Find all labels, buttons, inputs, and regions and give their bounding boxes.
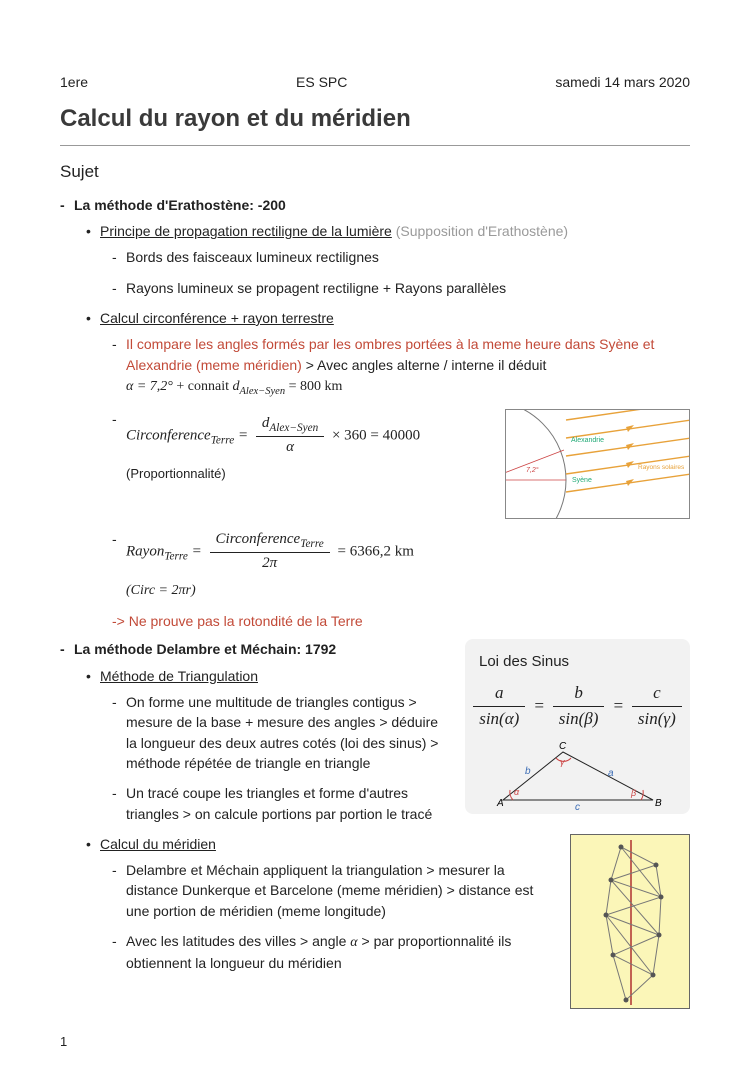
svg-text:7,2°: 7,2°: [526, 466, 539, 474]
circ-sub: Terre: [211, 434, 235, 446]
meridien-b-pre: Avec les latitudes des villes > angle: [126, 933, 350, 949]
circ-result: × 360 = 40000: [328, 427, 420, 443]
triangulation-method: Méthode de Triangulation On forme une mu…: [86, 666, 690, 824]
meridien-b: Avec les latitudes des villes > angle α …: [112, 931, 552, 974]
principle-item-a: Bords des faisceaux lumineux rectilignes: [112, 247, 690, 267]
triangulation-label: Méthode de Triangulation: [100, 668, 258, 684]
triangulation-b: Un tracé coupe les triangles et forme d'…: [112, 783, 492, 824]
rf-num: Circonference: [216, 531, 301, 547]
compare-angles: Il compare les angles formés par les omb…: [112, 334, 690, 399]
title-rule: [60, 145, 690, 146]
d-symbol: d: [233, 379, 240, 394]
rayon-fraction: CirconferenceTerre 2π: [210, 529, 330, 575]
meridien-label: Calcul du méridien: [100, 836, 216, 852]
rayon-lhs: Rayon: [126, 543, 164, 559]
circumference-equation: CirconferenceTerre = dAlex−Syen α × 360 …: [126, 413, 495, 459]
method1-conclusion: -> Ne prouve pas la rotondité de la Terr…: [100, 611, 690, 631]
alpha-eq: α = 7,2° + connait dAlex−Syen = 800 km: [126, 379, 342, 394]
radius-eq-row: RayonTerre = CirconferenceTerre 2π = 636…: [112, 529, 690, 601]
earth-rays-figure: Alexandrie Syène Rayons solaires 7,2°: [505, 409, 690, 519]
content-list: La méthode d'Erathostène: -200 Principe …: [60, 195, 690, 1015]
connait-text: + connait: [173, 379, 233, 394]
calc-label: Calcul circonférence + rayon terrestre: [100, 310, 334, 326]
page-number: 1: [60, 1033, 690, 1052]
page-title: Calcul du rayon et du méridien: [60, 102, 690, 137]
fig-alex-label: Alexandrie: [571, 437, 604, 444]
rayon-result: = 6366,2 km: [334, 543, 414, 559]
rf-num-sub: Terre: [300, 538, 324, 550]
circumference-eq-row: CirconferenceTerre = dAlex−Syen α × 360 …: [112, 409, 690, 519]
section-heading: Sujet: [60, 160, 690, 185]
triangulation-a: On forme une multitude de triangles cont…: [112, 692, 452, 773]
circ-fraction: dAlex−Syen α: [256, 413, 324, 459]
fig-rays-label: Rayons solaires: [638, 464, 685, 471]
method2-heading: La méthode Delambre et Méchain: 1792: [74, 641, 336, 657]
calc-circumference: Calcul circonférence + rayon terrestre I…: [86, 308, 690, 632]
header-center: ES SPC: [296, 72, 347, 92]
earth-rays-svg: Alexandrie Syène Rayons solaires 7,2°: [506, 410, 690, 519]
circ-lhs: Circonference: [126, 427, 211, 443]
alpha-value: α = 7,2°: [126, 379, 173, 394]
method-delambre: La méthode Delambre et Méchain: 1792 Loi…: [60, 639, 690, 1014]
fig-syene-label: Syène: [572, 477, 592, 484]
header-row: 1ere ES SPC samedi 14 mars 2020: [60, 72, 690, 92]
circ-formula: (Circ = 2πr): [126, 581, 690, 601]
rf-den: 2π: [210, 553, 330, 575]
meridien-b-alpha: α: [350, 935, 357, 950]
meridien-a: Delambre et Méchain appliquent la triang…: [112, 860, 552, 921]
principle-propagation: Principe de propagation rectiligne de la…: [86, 221, 690, 298]
compare-rest: > Avec angles alterne / interne il dédui…: [302, 357, 547, 373]
rayon-sub: Terre: [164, 550, 188, 562]
d-value: = 800 km: [285, 379, 342, 394]
header-right: samedi 14 mars 2020: [555, 72, 690, 92]
frac-dsub: Alex−Syen: [269, 422, 318, 434]
principle-label: Principe de propagation rectiligne de la…: [100, 223, 392, 239]
calc-meridien: Calcul du méridien Delambre et Méchain a…: [86, 834, 690, 974]
header-left: 1ere: [60, 72, 88, 92]
principle-item-b: Rayons lumineux se propagent rectiligne …: [112, 278, 690, 298]
method-erathostene: La méthode d'Erathostène: -200 Principe …: [60, 195, 690, 632]
principle-supposition: (Supposition d'Erathostène): [392, 223, 568, 239]
method1-heading: La méthode d'Erathostène: -200: [74, 197, 286, 213]
radius-equation: RayonTerre = CirconferenceTerre 2π = 636…: [126, 529, 690, 575]
d-subscript: Alex−Syen: [240, 386, 286, 397]
proportionality-note: (Proportionnalité): [126, 465, 495, 484]
